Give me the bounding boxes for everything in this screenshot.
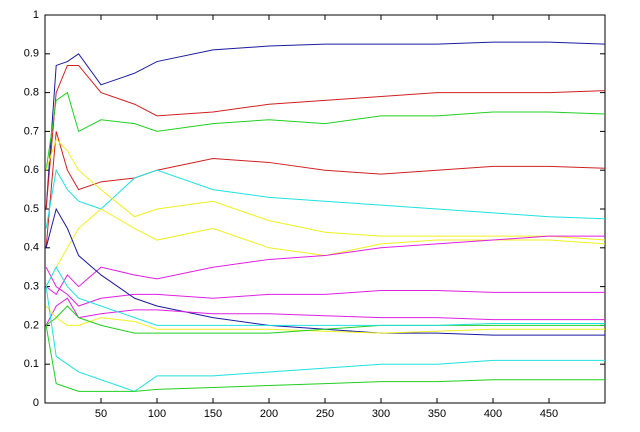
y-tick-label: 0.8: [24, 87, 39, 99]
y-tick-label: 0.1: [24, 358, 39, 370]
data-line: [45, 91, 606, 171]
x-tick-label: 300: [372, 408, 390, 420]
data-line: [45, 297, 605, 326]
y-tick-label: 0.3: [24, 281, 39, 293]
data-line: [45, 168, 606, 229]
data-line: [45, 305, 605, 334]
y-tick-label: 0.6: [24, 164, 39, 176]
data-line: [45, 235, 605, 296]
y-tick-label: 0.7: [24, 125, 39, 137]
data-line: [45, 138, 606, 241]
y-tick-label: 0: [33, 397, 39, 409]
y-tick-label: 1: [33, 9, 39, 21]
x-tick-label: 150: [204, 408, 222, 420]
y-tick-label: 0.5: [24, 203, 39, 215]
x-tick-label: 250: [316, 408, 334, 420]
data-line: [45, 266, 605, 307]
data-line: [45, 305, 605, 334]
x-tick-label: 200: [260, 408, 278, 420]
data-line: [45, 286, 605, 392]
data-line: [45, 64, 606, 210]
x-tick-label: 350: [428, 408, 446, 420]
x-tick-label: 100: [148, 408, 166, 420]
data-line: [45, 208, 606, 287]
x-tick-label: 450: [540, 408, 558, 420]
data-line: [45, 266, 605, 326]
y-tick-label: 0.2: [24, 319, 39, 331]
plot-frame: [44, 14, 606, 404]
x-tick-label: 400: [484, 408, 502, 420]
data-line: [45, 207, 605, 336]
x-tick-label: 50: [95, 408, 107, 420]
y-tick-label: 0.9: [24, 48, 39, 60]
y-tick-label: 0.4: [24, 242, 39, 254]
data-line: [45, 325, 605, 392]
data-line: [45, 41, 606, 210]
data-line: [45, 131, 606, 248]
